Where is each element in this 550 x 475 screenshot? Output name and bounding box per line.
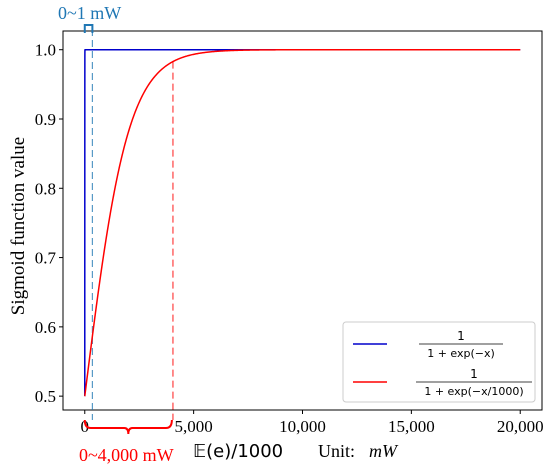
x-axis-label-unit-prefix: Unit:: [318, 441, 355, 461]
series-lines: [84, 48, 521, 397]
y-tick-label: 0.8: [35, 179, 56, 198]
x-tick-label: 5,000: [175, 417, 213, 436]
x-tick-label: 15,000: [388, 417, 435, 436]
y-tick-label: 0.9: [35, 110, 56, 129]
top-range-label: 0~1 mW: [58, 3, 121, 23]
y-tick-label: 0.6: [35, 318, 56, 337]
bottom-range-label: 0~4,000 mW: [79, 445, 174, 465]
y-tick-label: 0.5: [35, 387, 56, 406]
legend-denominator: 1 + exp(−x/1000): [424, 385, 523, 398]
legend-numerator: 1: [470, 367, 478, 381]
series-line: [84, 48, 521, 397]
bottom-range-brace: [83, 419, 173, 435]
x-tick-label: 10,000: [279, 417, 326, 436]
legend-denominator: 1 + exp(−x): [427, 347, 495, 360]
x-axis-label-unit: mW: [369, 441, 399, 461]
x-axis-label: 𝔼(e)/1000 Unit: mW: [193, 441, 399, 462]
range-annotations: 0~1 mW 0~4,000 mW: [58, 3, 174, 465]
y-tick-label: 1.0: [35, 41, 56, 60]
legend-numerator: 1: [457, 329, 465, 343]
x-tick-label: 0: [81, 417, 90, 436]
y-axis-label: Sigmoid function value: [8, 137, 29, 315]
guide-lines: [91, 29, 174, 420]
y-axis-ticks: 0.5 0.6 0.7 0.8 0.9 1.0: [35, 41, 63, 406]
y-tick-label: 0.7: [35, 249, 57, 268]
x-tick-label: 20,000: [497, 417, 544, 436]
x-axis-label-expression: 𝔼(e)/1000: [193, 441, 283, 462]
x-axis-ticks: 0 5,000 10,000 15,000 20,000: [81, 410, 544, 436]
top-range-bracket: [83, 24, 94, 33]
legend: 1 1 + exp(−x) 1 1 + exp(−x/1000): [342, 321, 536, 403]
